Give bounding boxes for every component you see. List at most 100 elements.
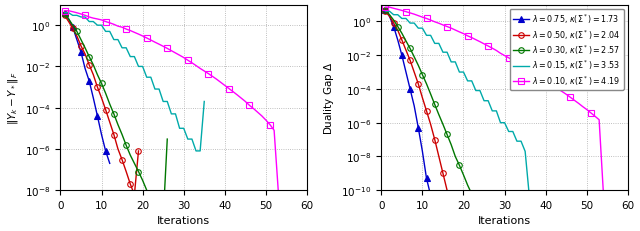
$\lambda = 0.15$, $\kappa(\Sigma^*) = 3.53$ — [451, 61, 459, 64]
$\lambda = 0.30$, $\kappa(\Sigma^*) = 2.57$ — [415, 65, 422, 67]
$\lambda = 0.15$, $\kappa(\Sigma^*) = 3.53$ — [468, 80, 476, 83]
Line: $\lambda = 0.10$, $\kappa(\Sigma^*) = 4.19$: $\lambda = 0.10$, $\kappa(\Sigma^*) = 4.… — [383, 5, 606, 193]
$\lambda = 0.30$, $\kappa(\Sigma^*) = 2.57$ — [451, 155, 459, 158]
$\lambda = 0.10$, $\kappa(\Sigma^*) = 4.19$ — [600, 189, 607, 192]
$\lambda = 0.15$, $\kappa(\Sigma^*) = 3.53$ — [390, 14, 397, 17]
X-axis label: Iterations: Iterations — [478, 216, 531, 225]
$\lambda = 0.75$, $\kappa(\Sigma^*) = 1.73$ — [419, 150, 426, 153]
Line: $\lambda = 0.15$, $\kappa(\Sigma^*) = 3.53$: $\lambda = 0.15$, $\kappa(\Sigma^*) = 3.… — [385, 12, 529, 195]
$\lambda = 0.15$, $\kappa(\Sigma^*) = 3.53$ — [493, 110, 500, 113]
$\lambda = 0.30$, $\kappa(\Sigma^*) = 2.57$ — [480, 213, 488, 215]
$\lambda = 0.50$, $\kappa(\Sigma^*) = 2.04$ — [381, 11, 389, 14]
$\lambda = 0.75$, $\kappa(\Sigma^*) = 1.73$ — [402, 71, 410, 74]
Y-axis label: $\|Y_k - Y_*\|_F$: $\|Y_k - Y_*\|_F$ — [6, 71, 20, 125]
$\lambda = 0.50$, $\kappa(\Sigma^*) = 2.04$ — [444, 189, 451, 192]
$\lambda = 0.15$, $\kappa(\Sigma^*) = 3.53$ — [431, 43, 438, 46]
$\lambda = 0.15$, $\kappa(\Sigma^*) = 3.53$ — [476, 90, 484, 93]
$\lambda = 0.15$, $\kappa(\Sigma^*) = 3.53$ — [381, 11, 389, 14]
$\lambda = 0.15$, $\kappa(\Sigma^*) = 3.53$ — [460, 71, 467, 74]
$\lambda = 0.10$, $\kappa(\Sigma^*) = 4.19$ — [513, 62, 521, 65]
$\lambda = 0.15$, $\kappa(\Sigma^*) = 3.53$ — [444, 52, 451, 54]
$\lambda = 0.15$, $\kappa(\Sigma^*) = 3.53$ — [484, 100, 492, 103]
$\lambda = 0.15$, $\kappa(\Sigma^*) = 3.53$ — [456, 71, 463, 74]
$\lambda = 0.50$, $\kappa(\Sigma^*) = 2.04$ — [419, 97, 426, 100]
$\lambda = 0.50$, $\kappa(\Sigma^*) = 2.04$ — [431, 139, 438, 141]
X-axis label: Iterations: Iterations — [157, 216, 211, 225]
$\lambda = 0.15$, $\kappa(\Sigma^*) = 3.53$ — [497, 122, 504, 125]
$\lambda = 0.15$, $\kappa(\Sigma^*) = 3.53$ — [398, 18, 406, 21]
$\lambda = 0.50$, $\kappa(\Sigma^*) = 2.04$ — [460, 211, 467, 214]
$\lambda = 0.30$, $\kappa(\Sigma^*) = 2.57$ — [447, 144, 455, 146]
$\lambda = 0.50$, $\kappa(\Sigma^*) = 2.04$ — [402, 49, 410, 52]
$\lambda = 0.30$, $\kappa(\Sigma^*) = 2.57$ — [476, 207, 484, 210]
$\lambda = 0.30$, $\kappa(\Sigma^*) = 2.57$ — [398, 33, 406, 36]
$\lambda = 0.30$, $\kappa(\Sigma^*) = 2.57$ — [460, 174, 467, 176]
$\lambda = 0.30$, $\kappa(\Sigma^*) = 2.57$ — [431, 104, 438, 106]
$\lambda = 0.15$, $\kappa(\Sigma^*) = 3.53$ — [410, 23, 418, 25]
$\lambda = 0.15$, $\kappa(\Sigma^*) = 3.53$ — [525, 194, 533, 197]
$\lambda = 0.15$, $\kappa(\Sigma^*) = 3.53$ — [513, 140, 521, 143]
$\lambda = 0.30$, $\kappa(\Sigma^*) = 2.57$ — [468, 193, 476, 195]
$\lambda = 0.30$, $\kappa(\Sigma^*) = 2.57$ — [439, 123, 447, 126]
$\lambda = 0.15$, $\kappa(\Sigma^*) = 3.53$ — [386, 11, 394, 14]
$\lambda = 0.30$, $\kappa(\Sigma^*) = 2.57$ — [394, 26, 401, 29]
$\lambda = 0.75$, $\kappa(\Sigma^*) = 1.73$ — [431, 207, 438, 210]
$\lambda = 0.50$, $\kappa(\Sigma^*) = 2.04$ — [415, 83, 422, 86]
$\lambda = 0.15$, $\kappa(\Sigma^*) = 3.53$ — [509, 131, 516, 133]
$\lambda = 0.50$, $\kappa(\Sigma^*) = 2.04$ — [451, 201, 459, 204]
$\lambda = 0.50$, $\kappa(\Sigma^*) = 2.04$ — [439, 172, 447, 175]
$\lambda = 0.10$, $\kappa(\Sigma^*) = 4.19$ — [529, 72, 537, 75]
$\lambda = 0.50$, $\kappa(\Sigma^*) = 2.04$ — [406, 60, 414, 62]
$\lambda = 0.75$, $\kappa(\Sigma^*) = 1.73$ — [427, 194, 435, 197]
$\lambda = 0.15$, $\kappa(\Sigma^*) = 3.53$ — [419, 28, 426, 30]
$\lambda = 0.15$, $\kappa(\Sigma^*) = 3.53$ — [480, 100, 488, 103]
$\lambda = 0.75$, $\kappa(\Sigma^*) = 1.73$ — [394, 39, 401, 42]
$\lambda = 0.15$, $\kappa(\Sigma^*) = 3.53$ — [427, 35, 435, 38]
$\lambda = 0.50$, $\kappa(\Sigma^*) = 2.04$ — [422, 110, 430, 113]
$\lambda = 0.15$, $\kappa(\Sigma^*) = 3.53$ — [447, 61, 455, 64]
$\lambda = 0.30$, $\kappa(\Sigma^*) = 2.57$ — [435, 114, 443, 116]
$\lambda = 0.50$, $\kappa(\Sigma^*) = 2.04$ — [435, 155, 443, 158]
$\lambda = 0.50$, $\kappa(\Sigma^*) = 2.04$ — [447, 194, 455, 197]
$\lambda = 0.75$, $\kappa(\Sigma^*) = 1.73$ — [422, 177, 430, 180]
$\lambda = 0.30$, $\kappa(\Sigma^*) = 2.57$ — [406, 48, 414, 51]
$\lambda = 0.50$, $\kappa(\Sigma^*) = 2.04$ — [394, 30, 401, 33]
Line: $\lambda = 0.50$, $\kappa(\Sigma^*) = 2.04$: $\lambda = 0.50$, $\kappa(\Sigma^*) = 2.… — [383, 9, 467, 215]
$\lambda = 0.15$, $\kappa(\Sigma^*) = 3.53$ — [472, 90, 479, 93]
$\lambda = 0.30$, $\kappa(\Sigma^*) = 2.57$ — [410, 56, 418, 59]
$\lambda = 0.50$, $\kappa(\Sigma^*) = 2.04$ — [456, 206, 463, 209]
$\lambda = 0.30$, $\kappa(\Sigma^*) = 2.57$ — [427, 93, 435, 96]
Legend: $\lambda = 0.75$, $\kappa(\Sigma^*) = 1.73$, $\lambda = 0.50$, $\kappa(\Sigma^*): $\lambda = 0.75$, $\kappa(\Sigma^*) = 1.… — [510, 9, 624, 91]
$\lambda = 0.15$, $\kappa(\Sigma^*) = 3.53$ — [435, 43, 443, 46]
$\lambda = 0.75$, $\kappa(\Sigma^*) = 1.73$ — [386, 16, 394, 19]
$\lambda = 0.50$, $\kappa(\Sigma^*) = 2.04$ — [410, 71, 418, 74]
$\lambda = 0.15$, $\kappa(\Sigma^*) = 3.53$ — [488, 110, 496, 113]
$\lambda = 0.30$, $\kappa(\Sigma^*) = 2.57$ — [386, 14, 394, 17]
$\lambda = 0.30$, $\kappa(\Sigma^*) = 2.57$ — [444, 134, 451, 136]
$\lambda = 0.30$, $\kappa(\Sigma^*) = 2.57$ — [488, 206, 496, 209]
$\lambda = 0.75$, $\kappa(\Sigma^*) = 1.73$ — [406, 88, 414, 91]
$\lambda = 0.50$, $\kappa(\Sigma^*) = 2.04$ — [386, 16, 394, 19]
$\lambda = 0.50$, $\kappa(\Sigma^*) = 2.04$ — [390, 23, 397, 25]
$\lambda = 0.15$, $\kappa(\Sigma^*) = 3.53$ — [500, 122, 508, 125]
$\lambda = 0.15$, $\kappa(\Sigma^*) = 3.53$ — [415, 28, 422, 30]
$\lambda = 0.30$, $\kappa(\Sigma^*) = 2.57$ — [419, 74, 426, 77]
$\lambda = 0.30$, $\kappa(\Sigma^*) = 2.57$ — [484, 218, 492, 220]
$\lambda = 0.75$, $\kappa(\Sigma^*) = 1.73$ — [398, 55, 406, 57]
$\lambda = 0.15$, $\kappa(\Sigma^*) = 3.53$ — [517, 140, 525, 143]
$\lambda = 0.15$, $\kappa(\Sigma^*) = 3.53$ — [505, 131, 513, 133]
Y-axis label: Duality Gap $\Delta$: Duality Gap $\Delta$ — [322, 61, 336, 134]
$\lambda = 0.30$, $\kappa(\Sigma^*) = 2.57$ — [456, 164, 463, 167]
$\lambda = 0.15$, $\kappa(\Sigma^*) = 3.53$ — [406, 23, 414, 25]
$\lambda = 0.30$, $\kappa(\Sigma^*) = 2.57$ — [402, 40, 410, 43]
Line: $\lambda = 0.30$, $\kappa(\Sigma^*) = 2.57$: $\lambda = 0.30$, $\kappa(\Sigma^*) = 2.… — [383, 8, 495, 222]
$\lambda = 0.10$, $\kappa(\Sigma^*) = 4.19$ — [381, 7, 389, 9]
Line: $\lambda = 0.75$, $\kappa(\Sigma^*) = 1.73$: $\lambda = 0.75$, $\kappa(\Sigma^*) = 1.… — [383, 8, 438, 212]
$\lambda = 0.30$, $\kappa(\Sigma^*) = 2.57$ — [422, 83, 430, 86]
$\lambda = 0.15$, $\kappa(\Sigma^*) = 3.53$ — [422, 35, 430, 38]
$\lambda = 0.10$, $\kappa(\Sigma^*) = 4.19$ — [464, 35, 472, 38]
$\lambda = 0.50$, $\kappa(\Sigma^*) = 2.04$ — [398, 39, 406, 42]
$\lambda = 0.15$, $\kappa(\Sigma^*) = 3.53$ — [439, 52, 447, 54]
$\lambda = 0.30$, $\kappa(\Sigma^*) = 2.57$ — [472, 201, 479, 204]
$\lambda = 0.75$, $\kappa(\Sigma^*) = 1.73$ — [410, 105, 418, 108]
